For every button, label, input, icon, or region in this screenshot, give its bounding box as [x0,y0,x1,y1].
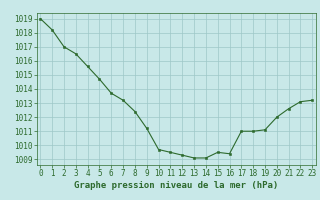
X-axis label: Graphe pression niveau de la mer (hPa): Graphe pression niveau de la mer (hPa) [74,181,278,190]
